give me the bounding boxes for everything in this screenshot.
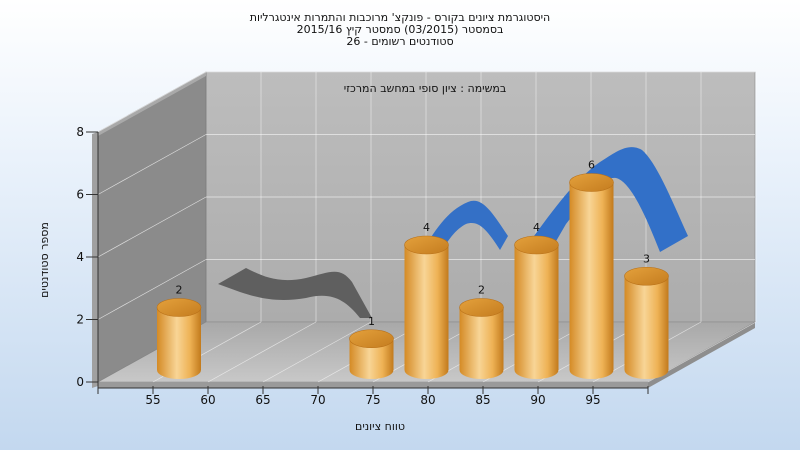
bar-top [459, 298, 504, 317]
bar-body [349, 338, 394, 379]
bar-top [514, 235, 559, 255]
bar-top [349, 329, 394, 349]
floor-front-edge [98, 382, 648, 388]
x-axis-title: טווח ציונים [355, 420, 405, 433]
y-tick-label: 4 [76, 250, 84, 264]
y-tick-label: 8 [76, 125, 84, 139]
x-tick-label: 60 [200, 393, 215, 407]
bar-87.5: 4 [514, 221, 559, 379]
grid-line-left-wall [97, 134, 207, 195]
grid-line-floor [262, 321, 372, 383]
bar-72.5: 1 [349, 315, 394, 379]
bar-body [624, 276, 669, 379]
bar-92.5: 6 [569, 159, 614, 379]
bar-value-label: 3 [643, 252, 650, 265]
grid-line-floor [207, 321, 317, 383]
x-tick-label: 95 [585, 393, 600, 407]
y-tick-label: 0 [76, 375, 84, 389]
bar-body [157, 307, 201, 379]
y-axis-title: מספר סטודנטים [38, 222, 51, 298]
bar-body [404, 245, 449, 379]
x-tick-label: 75 [365, 393, 380, 407]
bar-value-label: 1 [368, 315, 375, 328]
wall-left-edge [92, 132, 98, 388]
bar-value-label: 6 [588, 159, 595, 172]
grid-line-left-wall [97, 71, 207, 133]
grid-line-left-wall [97, 196, 207, 258]
bar-top [569, 173, 614, 192]
bar-value-label: 4 [423, 221, 430, 234]
curve-front-segment-2 [524, 147, 688, 262]
bar-value-label: 4 [533, 221, 540, 234]
chart-title-line-2: בסמסטר (03/2015) סמסטר קיץ 2015/16 [296, 23, 504, 36]
chart-subtitle: במשימה : ציון סופי במחשב המרכזי [344, 82, 507, 95]
y-tick-label: 6 [76, 188, 84, 202]
floor-side-edge [648, 322, 755, 388]
chart-title-line-1: היסטוגרמת ציונים בקורס - פונקצ' מרוכבות … [249, 11, 551, 24]
chart-title-line-3: סטודנטים רשומים - 26 [346, 35, 454, 48]
bar-77.5: 4 [404, 221, 449, 379]
bar-body [514, 245, 559, 379]
bar-top [624, 266, 669, 286]
bar-body [459, 307, 504, 379]
x-tick-label: 90 [530, 393, 545, 407]
y-tick-label: 2 [76, 313, 84, 327]
bar-value-label: 2 [478, 284, 485, 297]
curve-back-segment [218, 268, 372, 318]
x-tick-label: 80 [420, 393, 435, 407]
bar-55: 2 [156, 284, 202, 379]
bar-value-label: 2 [176, 284, 183, 297]
x-tick-label: 65 [255, 393, 270, 407]
bar-top [156, 298, 202, 317]
bar-top [404, 235, 449, 255]
x-tick-label: 85 [475, 393, 490, 407]
wall-top-edge [98, 72, 206, 136]
bar-97.5: 3 [624, 252, 669, 379]
bar-82.5: 2 [459, 284, 504, 379]
x-tick-label: 70 [310, 393, 325, 407]
x-tick-label: 55 [145, 393, 160, 407]
bar-body [569, 182, 614, 379]
grid-line-left-wall [97, 259, 207, 320]
curve-front-segment-1 [414, 200, 508, 280]
